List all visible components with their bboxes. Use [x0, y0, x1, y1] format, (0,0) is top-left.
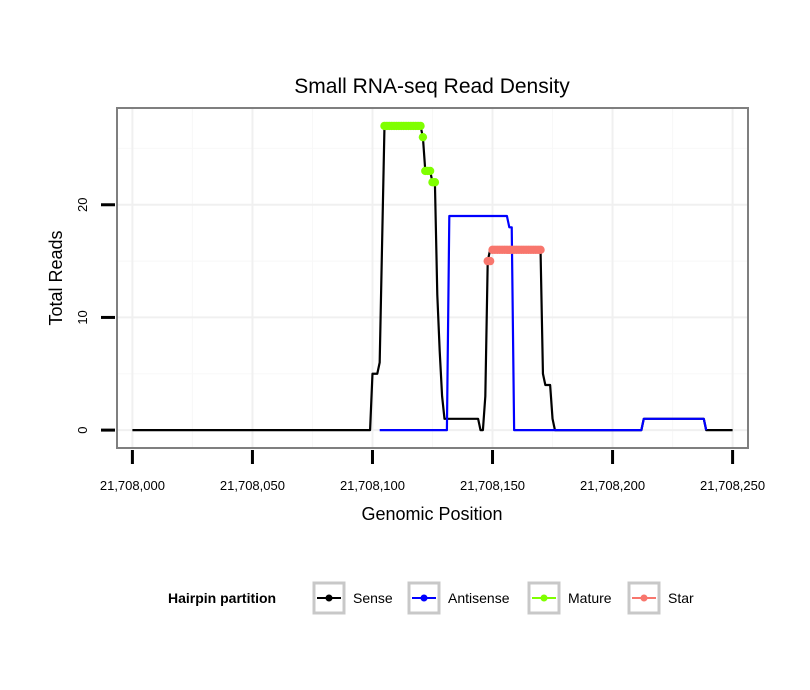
x-axis-title: Genomic Position	[361, 504, 502, 524]
data-point-mature	[416, 121, 425, 131]
legend-key-point-star	[640, 594, 648, 602]
legend-label-star: Star	[668, 590, 694, 606]
data-point-mature	[418, 132, 428, 142]
legend-key-point-sense	[325, 594, 333, 602]
data-point-star	[536, 245, 545, 255]
legend-entry-star: Star	[627, 581, 694, 615]
legend-key-point-antisense	[420, 594, 428, 602]
legend-label-mature: Mature	[568, 590, 612, 606]
x-axis: 21,708,000 21,708,050 21,708,100 21,708,150…	[100, 450, 765, 493]
x-tick-label: 21,708,050	[220, 478, 285, 493]
x-tick-label: 21,708,250	[700, 478, 765, 493]
legend-entry-sense: Sense	[312, 581, 393, 615]
legend-entry-mature: Mature	[527, 581, 612, 615]
data-point-mature	[425, 166, 435, 176]
legend-label-sense: Sense	[353, 590, 393, 606]
x-tick-label: 21,708,150	[460, 478, 525, 493]
y-axis: 0 10 20	[75, 198, 115, 434]
legend-key-point-mature	[540, 594, 548, 602]
legend-title: Hairpin partition	[168, 590, 276, 606]
y-tick-label: 10	[75, 310, 90, 324]
x-tick-label: 21,708,200	[580, 478, 645, 493]
chart-title: Small RNA-seq Read Density	[294, 75, 570, 98]
y-axis-title: Total Reads	[46, 230, 66, 325]
legend-entry-antisense: Antisense	[407, 581, 510, 615]
data-point-star	[485, 256, 495, 266]
legend-label-antisense: Antisense	[448, 590, 510, 606]
y-tick-label: 20	[75, 198, 90, 212]
grid	[118, 109, 747, 447]
legend: Hairpin partition Sense Antisense Mature St…	[168, 581, 694, 615]
y-tick-label: 0	[75, 426, 90, 433]
series-layer	[132, 121, 733, 432]
x-tick-label: 21,708,100	[340, 478, 405, 493]
data-point-mature	[430, 178, 440, 187]
series-line-antisense	[379, 214, 708, 432]
plot-panel-border	[116, 107, 749, 449]
x-tick-label: 21,708,000	[100, 478, 165, 493]
